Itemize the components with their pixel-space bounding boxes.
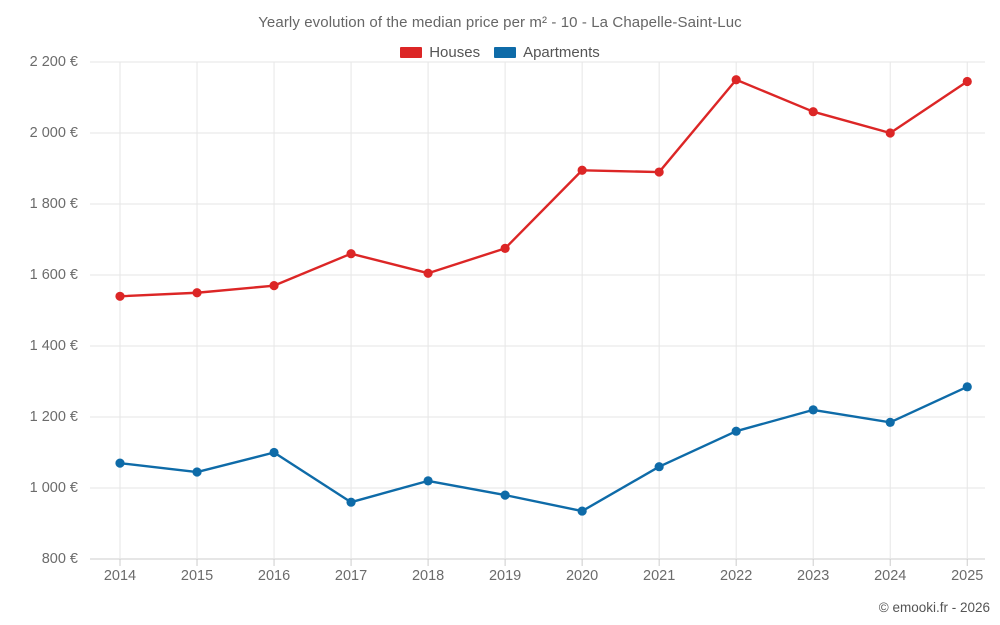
y-tick-label: 1 000 € [29,480,78,496]
series-line-apartments [118,385,969,513]
y-tick-label: 2 200 € [29,54,78,70]
data-point[interactable] [423,268,433,278]
data-point[interactable] [192,288,202,298]
data-point[interactable] [731,426,741,436]
data-point[interactable] [577,506,587,516]
data-point[interactable] [885,128,895,138]
x-tick-marks [119,62,968,566]
data-point[interactable] [962,76,972,87]
data-point[interactable] [192,467,202,477]
x-tick-label: 2019 [488,568,522,584]
grid-lines [90,61,985,560]
x-tick-label: 2020 [565,568,599,584]
y-tick-label: 2 000 € [29,125,78,141]
data-point[interactable] [423,476,433,486]
data-point[interactable] [500,490,510,500]
data-point[interactable] [962,382,972,392]
y-tick-label: 1 200 € [29,409,78,425]
legend-label-apartments: Apartments [523,44,600,61]
x-tick-label: 2022 [720,568,753,584]
y-tick-label: 800 € [41,551,78,567]
x-tick-label: 2023 [797,568,830,584]
data-point[interactable] [885,417,895,427]
legend-label-houses: Houses [429,44,481,61]
x-tick-label: 2021 [643,568,676,584]
legend-item-houses[interactable]: Houses [400,44,480,61]
x-tick-label: 2016 [257,568,291,584]
x-tick-label: 2017 [334,568,368,584]
y-tick-label: 1 400 € [29,338,78,354]
data-point[interactable] [269,447,279,458]
data-point[interactable] [808,107,818,117]
data-point[interactable] [654,462,664,472]
data-point[interactable] [731,75,741,85]
x-tick-label: 2014 [103,568,137,584]
page-title: Yearly evolution of the median price per… [258,14,742,31]
data-point[interactable] [269,281,279,291]
legend-swatch-houses [400,47,423,58]
data-point[interactable] [115,291,125,301]
data-point[interactable] [115,458,125,468]
x-tick-label: 2025 [951,568,984,584]
data-point[interactable] [346,497,356,507]
data-point[interactable] [346,249,356,259]
x-tick-label: 2015 [180,568,214,584]
data-point[interactable] [577,165,587,175]
y-tick-label: 1 600 € [29,267,78,283]
data-point[interactable] [654,167,664,177]
series-layer [115,75,972,516]
series-line-houses [118,78,969,298]
legend-swatch-apartments [494,47,517,58]
x-tick-label: 2018 [411,568,445,584]
data-point[interactable] [500,243,510,253]
chart-legend: Houses Apartments [0,44,1000,61]
y-tick-label: 1 800 € [29,196,78,212]
legend-item-apartments[interactable]: Apartments [494,44,600,61]
x-tick-label: 2024 [874,568,907,584]
footer-credit: © emooki.fr - 2026 [878,600,990,615]
data-point[interactable] [808,405,818,415]
